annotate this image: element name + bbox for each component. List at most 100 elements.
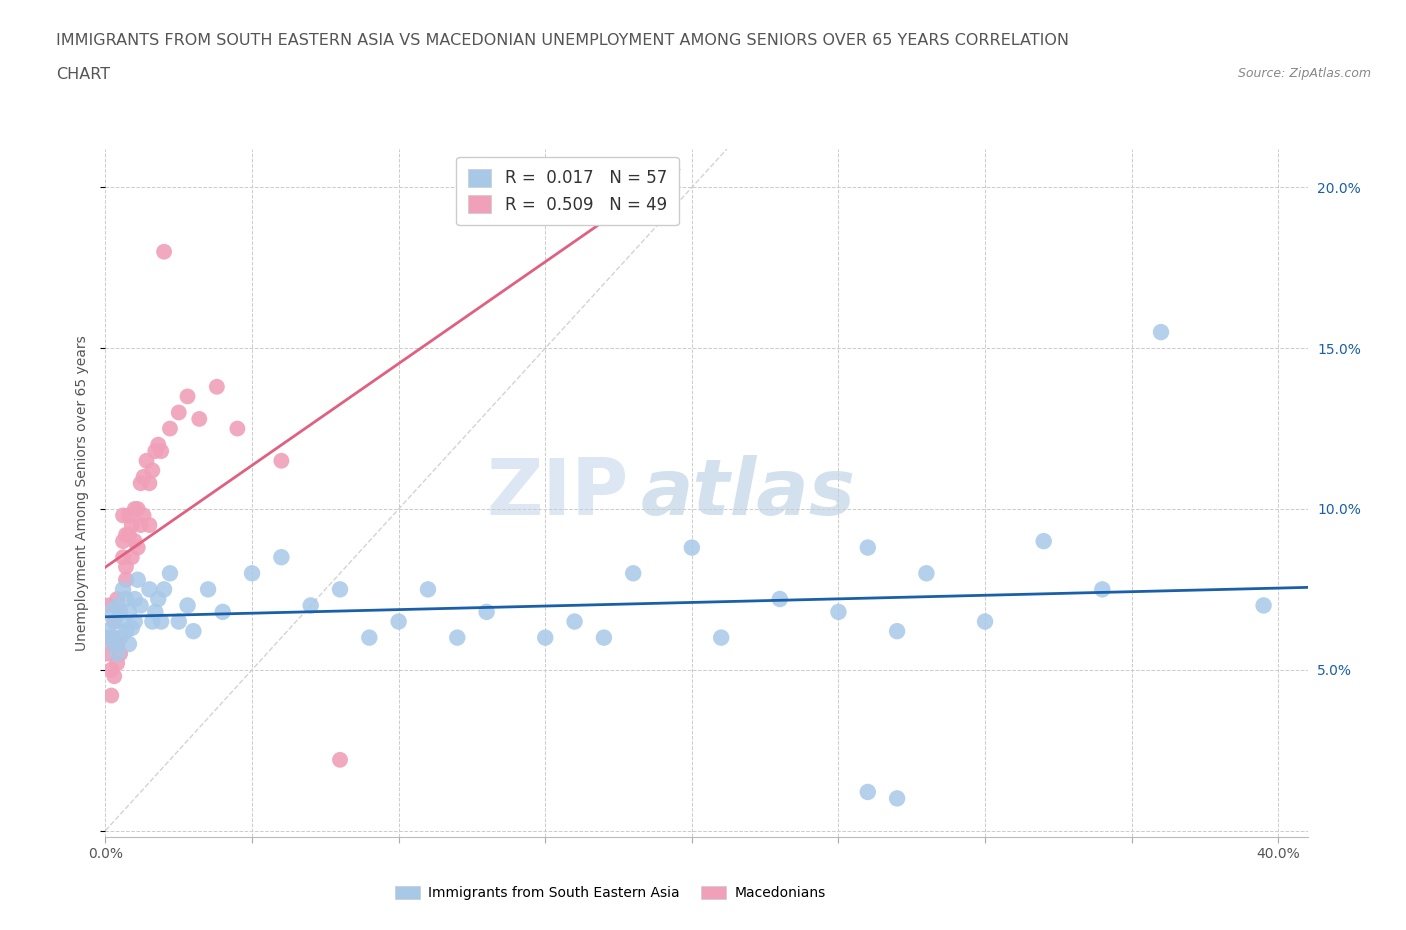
Point [121, 518, 143, 533]
Point [886, 624, 908, 639]
Y-axis label: Unemployment Among Seniors over 65 years: Unemployment Among Seniors over 65 years [76, 335, 90, 651]
Point [124, 614, 146, 629]
Point [188, 411, 211, 426]
Point [100, 631, 122, 645]
Point [299, 598, 322, 613]
Point [97, 646, 120, 661]
Point [141, 463, 163, 478]
Point [118, 637, 141, 652]
Text: IMMIGRANTS FROM SOUTH EASTERN ASIA VS MACEDONIAN UNEMPLOYMENT AMONG SENIORS OVER: IMMIGRANTS FROM SOUTH EASTERN ASIA VS MA… [56, 33, 1069, 47]
Legend: Immigrants from South Eastern Asia, Macedonians: Immigrants from South Eastern Asia, Mace… [389, 881, 831, 906]
Point [564, 614, 586, 629]
Point [167, 614, 190, 629]
Point [112, 534, 135, 549]
Point [97, 631, 120, 645]
Point [159, 565, 181, 580]
Point [856, 540, 879, 555]
Point [359, 631, 381, 645]
Point [534, 631, 557, 645]
Point [115, 624, 138, 639]
Point [124, 501, 146, 516]
Point [121, 550, 143, 565]
Point [115, 560, 138, 575]
Point [148, 437, 170, 452]
Point [176, 389, 198, 404]
Point [240, 565, 263, 580]
Point [416, 582, 439, 597]
Point [129, 598, 152, 613]
Point [103, 614, 125, 629]
Point [593, 631, 616, 645]
Point [100, 631, 122, 645]
Point [138, 582, 160, 597]
Point [138, 476, 160, 491]
Point [132, 470, 155, 485]
Point [103, 614, 125, 629]
Point [150, 614, 173, 629]
Point [108, 631, 131, 645]
Point [1091, 582, 1114, 597]
Point [150, 444, 173, 458]
Point [124, 534, 146, 549]
Text: atlas: atlas [640, 455, 855, 531]
Point [108, 646, 131, 661]
Point [974, 614, 997, 629]
Point [100, 604, 122, 619]
Point [915, 565, 938, 580]
Point [270, 550, 292, 565]
Point [1253, 598, 1275, 613]
Point [205, 379, 228, 394]
Point [127, 540, 149, 555]
Point [153, 245, 176, 259]
Point [112, 508, 135, 523]
Point [329, 582, 352, 597]
Point [183, 624, 205, 639]
Point [388, 614, 411, 629]
Point [105, 646, 128, 661]
Point [127, 572, 149, 587]
Point [105, 591, 128, 606]
Point [1150, 325, 1173, 339]
Point [143, 604, 166, 619]
Point [115, 527, 138, 542]
Point [129, 476, 152, 491]
Point [112, 582, 135, 597]
Point [115, 591, 138, 606]
Point [97, 624, 120, 639]
Point [108, 631, 131, 645]
Point [135, 453, 157, 468]
Point [118, 508, 141, 523]
Point [681, 540, 703, 555]
Point [103, 637, 125, 652]
Point [118, 604, 141, 619]
Point [129, 518, 152, 533]
Point [827, 604, 849, 619]
Point [97, 598, 120, 613]
Point [100, 662, 122, 677]
Point [103, 669, 125, 684]
Point [1032, 534, 1054, 549]
Point [167, 405, 190, 420]
Text: Source: ZipAtlas.com: Source: ZipAtlas.com [1237, 67, 1371, 80]
Point [132, 508, 155, 523]
Point [329, 752, 352, 767]
Point [105, 656, 128, 671]
Point [112, 550, 135, 565]
Point [115, 572, 138, 587]
Point [621, 565, 644, 580]
Point [108, 604, 131, 619]
Point [153, 582, 176, 597]
Point [475, 604, 498, 619]
Point [141, 614, 163, 629]
Point [143, 444, 166, 458]
Point [856, 785, 879, 800]
Point [211, 604, 233, 619]
Point [127, 501, 149, 516]
Point [148, 591, 170, 606]
Point [176, 598, 198, 613]
Point [105, 598, 128, 613]
Point [226, 421, 249, 436]
Point [159, 421, 181, 436]
Point [197, 582, 219, 597]
Point [124, 591, 146, 606]
